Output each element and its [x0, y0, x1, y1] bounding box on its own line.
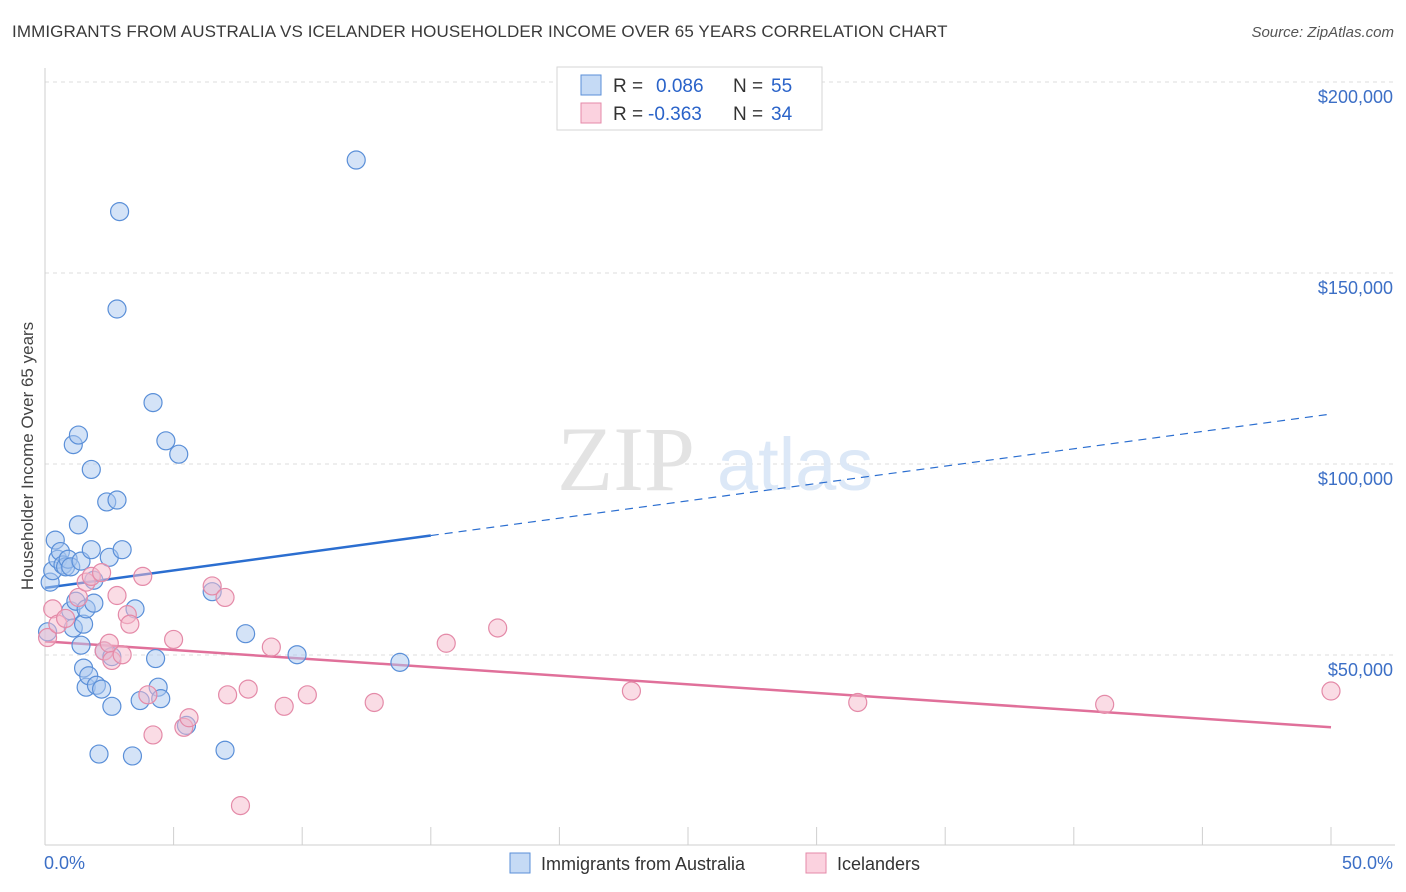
australia-point-47: [169, 444, 189, 464]
australia-point-54: [390, 652, 410, 672]
icelander-point-32: [621, 681, 642, 701]
australia-point-35: [107, 490, 127, 510]
australia-point-37: [109, 202, 130, 222]
australia-point-23: [81, 540, 101, 560]
icelander-point-3: [55, 608, 76, 629]
australia-point-51: [236, 624, 256, 644]
axes: [44, 68, 1395, 846]
icelander-point-21: [202, 576, 222, 596]
bottom-legend-label-pink: Icelanders: [837, 854, 920, 874]
grid-lines: [45, 81, 1395, 656]
icelander-point-17: [143, 725, 163, 745]
icelander-point-34: [1095, 694, 1115, 714]
australia-point-38: [112, 540, 132, 560]
australia-point-52: [287, 645, 307, 665]
australia-point-46: [143, 393, 163, 413]
australia-point-39: [122, 746, 143, 766]
australia-point-30: [89, 744, 109, 764]
australia-point-50: [215, 740, 235, 760]
y-axis-title: Householder Income Over 65 years: [18, 322, 37, 590]
australia-point-19: [71, 635, 91, 655]
icelander-point-24: [230, 796, 251, 816]
australia-point-15: [68, 515, 89, 535]
icelander-point-23: [218, 685, 238, 705]
icelander-point-27: [274, 696, 294, 716]
x-tick-label-1: 50.0%: [1342, 853, 1393, 873]
legend: R = 0.086 N = 55 R = -0.363 N = 34: [556, 66, 823, 131]
australia-point-28: [91, 679, 112, 699]
icelander-point-7: [91, 562, 112, 583]
y-tick-labels: $50,000 $100,000 $150,000 $200,000: [1318, 87, 1393, 680]
legend-n-label-2: N =: [733, 104, 763, 125]
australia-trend-dashed: [430, 413, 1332, 537]
icelander-point-11: [107, 585, 127, 606]
legend-r-label-2: R =: [613, 104, 643, 125]
icelander-point-20: [179, 708, 199, 728]
australia-point-24: [81, 459, 101, 480]
icelander-trend-line: [44, 640, 1332, 729]
trend-lines: [44, 413, 1332, 729]
australia-point-14: [68, 425, 89, 445]
legend-swatch-pink: [580, 102, 602, 124]
y-tick-label-2: $150,000: [1318, 278, 1393, 298]
y-tick-label-0: $50,000: [1328, 660, 1393, 680]
legend-r-label-1: R =: [613, 76, 643, 97]
chart-title: IMMIGRANTS FROM AUSTRALIA VS ICELANDER H…: [12, 22, 948, 41]
bottom-legend-swatch-blue: [509, 852, 531, 874]
australia-point-45: [156, 431, 176, 451]
bottom-legend-label-blue: Immigrants from Australia: [541, 854, 746, 874]
source-label: Source: ZipAtlas.com: [1251, 24, 1394, 41]
x-tick-labels: 0.0% 50.0%: [44, 853, 1393, 873]
icelander-point-18: [164, 629, 184, 650]
icelander-point-35: [1321, 681, 1341, 701]
bottom-legend: Immigrants from Australia Icelanders: [509, 852, 920, 874]
icelander-point-26: [261, 637, 281, 657]
x-tick-label-0: 0.0%: [44, 853, 85, 873]
watermark-atlas: atlas: [717, 423, 873, 506]
australia-trend-solid: [44, 534, 431, 590]
legend-n-label-1: N =: [733, 76, 763, 97]
australia-point-36: [107, 299, 127, 319]
australia-point-34: [102, 696, 122, 716]
icelander-point-33: [848, 692, 868, 713]
australia-point-42: [145, 648, 166, 669]
y-tick-label-3: $200,000: [1318, 87, 1393, 107]
icelander-point-30: [436, 633, 456, 653]
australia-point-53: [346, 150, 366, 170]
legend-r-value-2: -0.363: [648, 104, 702, 125]
watermark-zip: ZIP: [557, 408, 695, 510]
legend-n-value-1: 55: [771, 76, 792, 97]
icelander-point-4: [68, 587, 89, 608]
icelander-point-25: [238, 679, 258, 699]
legend-n-value-2: 34: [771, 104, 793, 125]
bottom-legend-swatch-pink: [805, 852, 827, 874]
icelander-point-15: [133, 566, 153, 587]
icelander-point-12: [112, 645, 132, 665]
data-points: [37, 150, 1341, 816]
legend-r-value-1: 0.086: [656, 76, 704, 97]
y-tick-label-1: $100,000: [1318, 469, 1393, 489]
icelander-point-14: [120, 614, 140, 634]
icelander-point-28: [297, 685, 317, 705]
icelander-point-0: [37, 627, 58, 648]
icelander-point-16: [138, 685, 158, 705]
legend-swatch-blue: [580, 74, 602, 96]
watermark: ZIP atlas: [557, 408, 873, 510]
icelander-point-29: [364, 692, 384, 713]
icelander-point-31: [488, 618, 508, 638]
icelander-point-22: [215, 587, 235, 608]
